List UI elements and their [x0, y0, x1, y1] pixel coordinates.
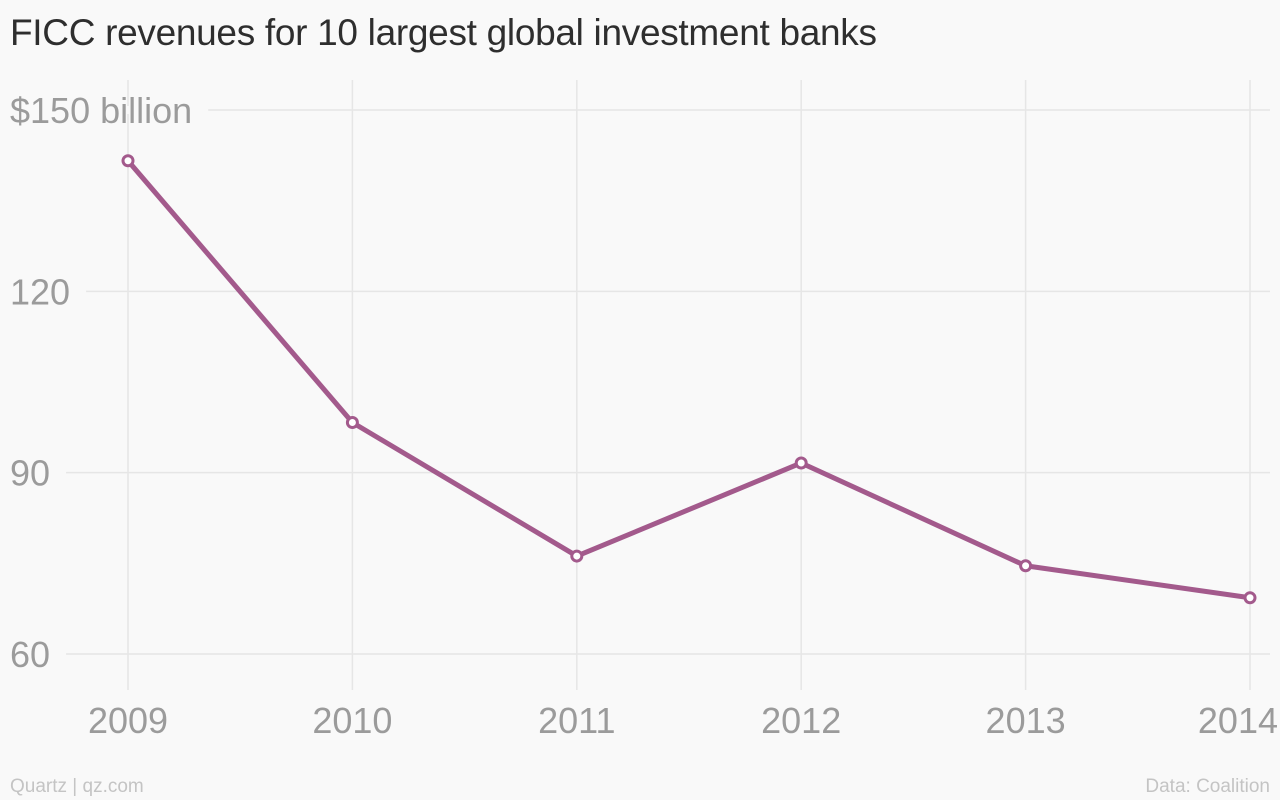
data-point-2013 [1019, 559, 1033, 573]
y-tick-label-bg [6, 287, 87, 296]
x-tick-label: 2011 [538, 700, 615, 741]
y-axis-ticks: 60 90 120 $150 billion [6, 90, 209, 675]
grid-layer [10, 80, 1270, 690]
series-layer [121, 154, 1257, 605]
data-point-2012 [794, 456, 808, 470]
series-line [125, 158, 1253, 601]
chart-title: FICC revenues for 10 largest global inve… [10, 12, 877, 53]
x-axis-ticks: 2009 2010 2011 2012 2013 2014 [88, 700, 1278, 741]
x-tick-label: 2012 [761, 700, 841, 741]
data-point-2014 [1243, 591, 1257, 605]
credit-text: Quartz | qz.com [10, 776, 144, 797]
data-point-2010 [345, 415, 359, 429]
data-point-2009 [121, 154, 135, 168]
x-tick-label: 2010 [312, 700, 392, 741]
y-tick-label-bg [6, 650, 67, 658]
y-tick-label-bg [6, 106, 209, 114]
data-point-2011 [570, 549, 584, 563]
x-tick-label: 2014 [1198, 700, 1278, 741]
y-tick-label: 90 [10, 453, 50, 494]
y-tick-label: 120 [10, 271, 70, 312]
y-tick-label-bg [6, 468, 67, 477]
x-tick-label: 2009 [88, 700, 168, 741]
y-tick-label: $150 billion [10, 90, 192, 131]
x-tick-label: 2013 [986, 700, 1066, 741]
source-text: Data: Coalition [1145, 776, 1270, 797]
y-tick-label: 60 [10, 634, 50, 675]
